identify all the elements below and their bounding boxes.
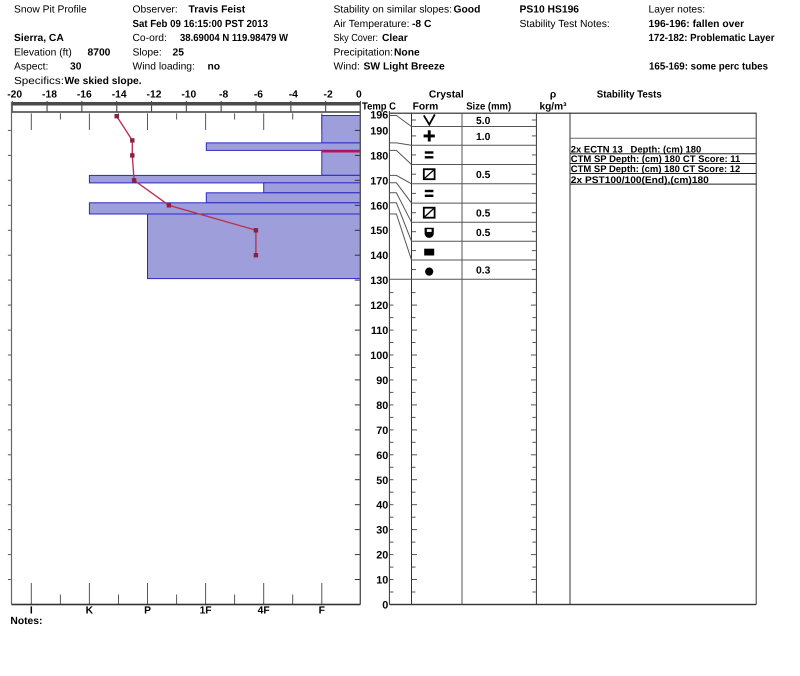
- svg-text:2x ECTN 13 Depth: (cm) 180: 2x ECTN 13 Depth: (cm) 180: [571, 145, 702, 156]
- svg-text:0.5: 0.5: [476, 209, 491, 220]
- svg-text:70: 70: [376, 425, 388, 437]
- svg-text:Size (mm): Size (mm): [466, 102, 511, 113]
- svg-text:0: 0: [382, 600, 388, 612]
- svg-text:-4: -4: [289, 90, 298, 101]
- svg-text:Elevation (ft): Elevation (ft): [14, 47, 72, 58]
- svg-text:Clear: Clear: [382, 33, 408, 44]
- svg-text:1F: 1F: [200, 606, 212, 617]
- svg-text:Stability on similar slopes:: Stability on similar slopes:: [334, 5, 452, 16]
- svg-text:Sat Feb 09 16:15:00 PST 2013: Sat Feb 09 16:15:00 PST 2013: [133, 19, 269, 30]
- svg-text:30: 30: [376, 525, 388, 537]
- svg-text:150: 150: [370, 225, 388, 237]
- svg-text:-8: -8: [219, 90, 228, 101]
- svg-text:190: 190: [370, 125, 388, 137]
- svg-text:Co-ord:: Co-ord:: [133, 33, 167, 44]
- svg-text:130: 130: [370, 275, 388, 287]
- svg-text:-2: -2: [324, 90, 333, 101]
- svg-text:I: I: [30, 606, 33, 617]
- svg-text:0: 0: [356, 90, 362, 101]
- svg-text:196: 196: [370, 110, 388, 122]
- svg-text:10: 10: [376, 575, 388, 587]
- svg-text:ρ: ρ: [550, 90, 556, 101]
- svg-text:CTM SP Depth: (cm) 180 CT Scor: CTM SP Depth: (cm) 180 CT Score: 12: [571, 164, 741, 175]
- svg-text:-10: -10: [181, 90, 196, 101]
- svg-text:160: 160: [370, 200, 388, 212]
- svg-text:-18: -18: [42, 90, 57, 101]
- svg-text:50: 50: [376, 475, 388, 487]
- svg-text:Air Temperature:: Air Temperature:: [334, 19, 410, 30]
- svg-text:We skied slope.: We skied slope.: [65, 76, 142, 87]
- svg-text:Precipitation:: Precipitation:: [334, 47, 394, 58]
- svg-text:None: None: [394, 47, 420, 58]
- svg-text:90: 90: [376, 375, 388, 387]
- svg-text:Notes:: Notes:: [10, 616, 42, 627]
- svg-text:30: 30: [70, 62, 82, 73]
- svg-text:Stability Tests: Stability Tests: [597, 90, 662, 101]
- svg-text:165-169: some perc tubes: 165-169: some perc tubes: [649, 62, 768, 73]
- svg-text:2x PST100/100(End),(cm)180: 2x PST100/100(End),(cm)180: [571, 175, 709, 186]
- svg-text:SW Light Breeze: SW Light Breeze: [364, 62, 446, 73]
- svg-text:-16: -16: [77, 90, 92, 101]
- svg-text:40: 40: [376, 500, 388, 512]
- svg-text:Good: Good: [454, 5, 481, 16]
- svg-text:0.5: 0.5: [476, 228, 491, 239]
- svg-text:Wind loading:: Wind loading:: [133, 62, 195, 73]
- svg-text:60: 60: [376, 450, 388, 462]
- svg-text:kg/m³: kg/m³: [540, 102, 568, 113]
- svg-text:8700: 8700: [88, 47, 111, 58]
- svg-text:F: F: [319, 606, 325, 617]
- svg-text:Stability Test Notes:: Stability Test Notes:: [520, 19, 610, 30]
- svg-text:-20: -20: [7, 90, 22, 101]
- svg-text:172-182: Problematic Layer: 172-182: Problematic Layer: [649, 33, 775, 44]
- svg-text:100: 100: [370, 350, 388, 362]
- svg-text:Form: Form: [413, 102, 439, 113]
- svg-text:1.0: 1.0: [476, 132, 491, 143]
- svg-text:-6: -6: [254, 90, 263, 101]
- svg-text:-12: -12: [147, 90, 162, 101]
- svg-text:38.69004 N 119.98479 W: 38.69004 N 119.98479 W: [180, 33, 288, 44]
- svg-text:5.0: 5.0: [476, 116, 491, 127]
- svg-text:110: 110: [371, 325, 388, 337]
- svg-text:Snow Pit Profile: Snow Pit Profile: [14, 5, 87, 16]
- svg-text:Crystal: Crystal: [429, 90, 464, 101]
- svg-text:CTM SP Depth: (cm) 180 CT Scor: CTM SP Depth: (cm) 180 CT Score: 11: [571, 154, 741, 165]
- svg-text:0.5: 0.5: [476, 170, 491, 181]
- svg-text:P: P: [144, 606, 151, 617]
- svg-text:140: 140: [370, 250, 388, 262]
- svg-text:-8 C: -8 C: [412, 19, 432, 30]
- svg-text:K: K: [86, 606, 94, 617]
- svg-text:Sky Cover:: Sky Cover:: [334, 33, 379, 44]
- svg-text:0.3: 0.3: [476, 266, 491, 277]
- svg-text:-14: -14: [112, 90, 127, 101]
- svg-text:20: 20: [376, 550, 388, 562]
- svg-text:180: 180: [370, 150, 388, 162]
- svg-text:Temp C: Temp C: [362, 102, 397, 113]
- svg-text:196-196: fallen over: 196-196: fallen over: [649, 19, 745, 30]
- svg-text:Sierra, CA: Sierra, CA: [14, 33, 64, 44]
- svg-text:PS10 HS196: PS10 HS196: [520, 5, 580, 16]
- svg-text:Aspect:: Aspect:: [14, 62, 48, 73]
- svg-text:Wind:: Wind:: [334, 62, 360, 73]
- svg-text:Specifics:: Specifics:: [14, 76, 64, 87]
- svg-text:120: 120: [370, 300, 388, 312]
- svg-text:25: 25: [173, 47, 185, 58]
- svg-text:Travis Feist: Travis Feist: [189, 5, 246, 16]
- svg-text:no: no: [208, 62, 221, 73]
- svg-text:170: 170: [370, 175, 388, 187]
- svg-text:Slope:: Slope:: [133, 47, 162, 58]
- svg-text:80: 80: [376, 400, 388, 412]
- svg-text:Layer notes:: Layer notes:: [649, 5, 706, 16]
- svg-text:4F: 4F: [258, 606, 270, 617]
- svg-text:Observer:: Observer:: [133, 5, 178, 16]
